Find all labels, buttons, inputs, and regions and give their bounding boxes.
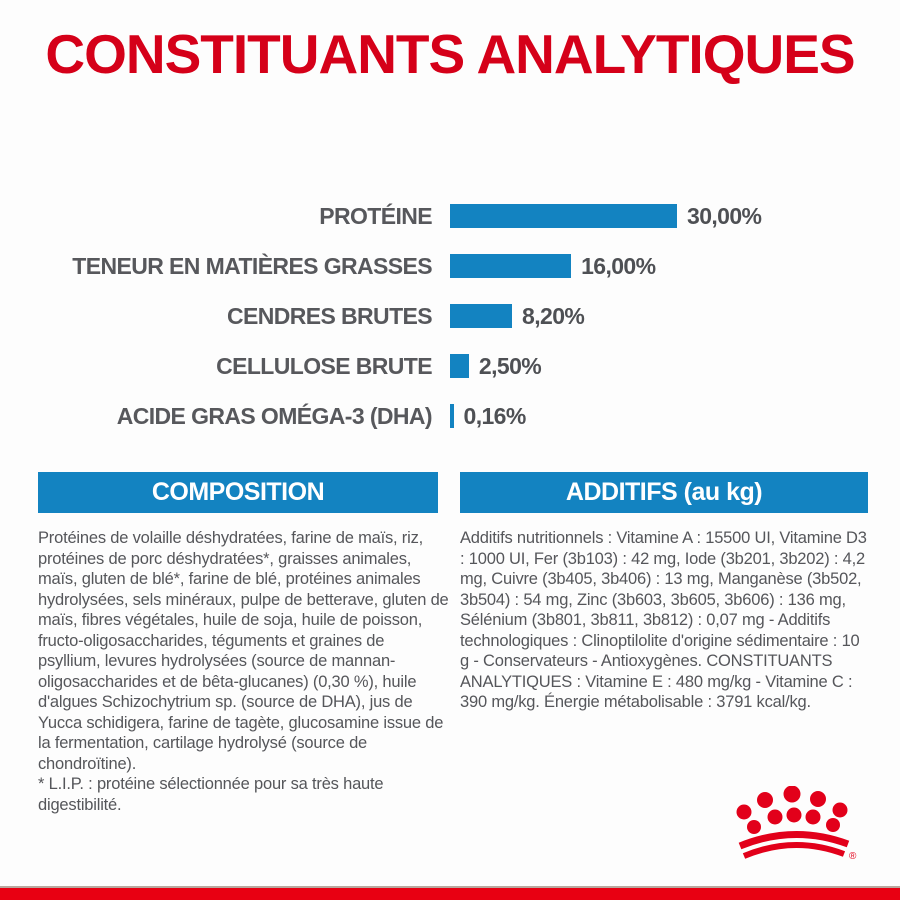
composition-header: COMPOSITION — [38, 472, 438, 513]
registered-mark: ® — [849, 851, 857, 862]
bar-value: 8,20% — [522, 302, 585, 329]
chart-row: ACIDE GRAS OMÉGA-3 (DHA) 0,16% — [0, 391, 900, 441]
bar-label: TENEUR EN MATIÈRES GRASSES — [72, 252, 432, 279]
bar-value: 0,16% — [463, 402, 527, 429]
composition-footnote: * L.I.P. : protéine sélectionnée pour sa… — [38, 775, 384, 814]
chart-row: CENDRES BRUTES 8,20% — [0, 291, 900, 341]
bar — [450, 404, 454, 428]
composition-section: COMPOSITION Protéines de volaille déshyd… — [38, 472, 450, 815]
bar-value: 2,50% — [478, 352, 542, 379]
additives-body: Additifs nutritionnels : Vitamine A : 15… — [460, 529, 867, 711]
chart-row: CELLULOSE BRUTE 2,50% — [0, 341, 900, 391]
additives-section: ADDITIFS (au kg) Additifs nutritionnels … — [460, 472, 872, 713]
bar — [450, 254, 572, 278]
additives-header: ADDITIFS (au kg) — [460, 472, 868, 513]
composition-body: Protéines de volaille déshydratées, fari… — [38, 529, 449, 773]
chart-row: TENEUR EN MATIÈRES GRASSES 16,00% — [0, 241, 900, 291]
bar-label: ACIDE GRAS OMÉGA-3 (DHA) — [116, 402, 433, 429]
bar-label: CELLULOSE BRUTE — [216, 352, 432, 379]
page-title: CONSTITUANTS ANALYTIQUES — [45, 23, 855, 85]
analytical-constituents-chart: PROTÉINE 30,00% TENEUR EN MATIÈRES GRASSES… — [0, 191, 900, 441]
bar-value: 16,00% — [581, 252, 656, 279]
bar-label: PROTÉINE — [319, 202, 432, 229]
bar — [450, 204, 677, 228]
bar-value: 30,00% — [687, 202, 762, 229]
bar — [450, 304, 513, 328]
bar-label: CENDRES BRUTES — [226, 302, 433, 329]
royal-canin-crown-logo: ® — [736, 786, 857, 862]
bar — [450, 354, 469, 378]
bottom-red-band — [0, 886, 900, 900]
chart-row: PROTÉINE 30,00% — [0, 191, 900, 241]
